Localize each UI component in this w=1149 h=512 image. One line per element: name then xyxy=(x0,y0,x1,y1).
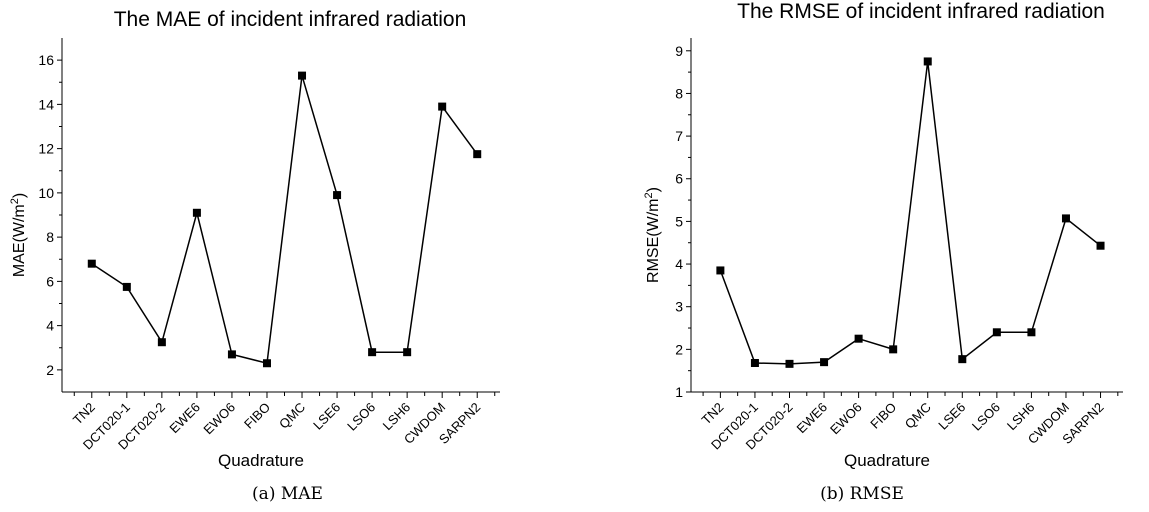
mae-data-point xyxy=(87,259,96,268)
rmse-data-point xyxy=(958,355,967,364)
mae-x-tick-label: EWE6 xyxy=(166,400,203,437)
rmse-y-axis-label-base: RMSE(W/m xyxy=(645,199,662,283)
rmse-x-axis-label: Quadrature xyxy=(844,451,930,470)
rmse-y-tick-label: 7 xyxy=(675,128,683,144)
mae-data-point xyxy=(298,71,307,80)
mae-data-point xyxy=(262,359,271,368)
rmse-x-tick-label: EWE6 xyxy=(794,400,831,437)
rmse-data-point xyxy=(923,57,932,66)
mae-y-tick-label: 4 xyxy=(46,318,54,334)
mae-data-point xyxy=(227,350,236,359)
mae-data-point xyxy=(122,282,131,291)
rmse-x-tick-label: LSO6 xyxy=(969,400,1003,434)
mae-y-tick-label: 14 xyxy=(38,96,54,112)
mae-data-point xyxy=(192,208,201,217)
mae-x-tick-label: QMC xyxy=(276,400,308,432)
rmse-data-point xyxy=(1096,241,1105,250)
rmse-y-tick-label: 4 xyxy=(675,256,683,272)
rmse-data-point xyxy=(1027,328,1036,337)
mae-chart: The MAE of incident infrared radiation 2 4… xyxy=(9,8,500,470)
rmse-y-axis-label-sup: 2 xyxy=(643,192,655,198)
rmse-y-tick-label: 3 xyxy=(675,299,683,315)
mae-chart-title: The MAE of incident infrared radiation xyxy=(114,8,467,31)
rmse-data-point xyxy=(750,358,759,367)
rmse-x-tick-label: TN2 xyxy=(699,400,727,428)
caption-rmse: (b) RMSE xyxy=(820,484,904,504)
mae-y-tick-label: 6 xyxy=(46,273,54,289)
rmse-series-line xyxy=(719,61,1101,365)
mae-series-line xyxy=(91,75,478,365)
mae-y-tick-label: 10 xyxy=(38,185,54,201)
mae-x-axis-label: Quadrature xyxy=(218,451,304,470)
rmse-x-tick-label: LSE6 xyxy=(935,400,968,433)
rmse-y-axis-label: RMSE(W/m2) xyxy=(643,187,662,283)
rmse-data-point xyxy=(992,328,1001,337)
mae-y-axis-label-base: MAE(W/m xyxy=(11,204,28,277)
rmse-y-tick-label: 2 xyxy=(675,341,683,357)
mae-y-tick-label: 16 xyxy=(38,52,54,68)
mae-data-point xyxy=(438,102,447,111)
rmse-data-point xyxy=(716,266,725,275)
rmse-y-tick-label: 9 xyxy=(675,43,683,59)
mae-x-tick-label: LSO6 xyxy=(344,400,378,434)
mae-y-tick-label: 2 xyxy=(46,362,54,378)
rmse-data-point xyxy=(785,359,794,368)
rmse-y-tick-label: 5 xyxy=(675,213,683,229)
mae-y-axis-label: MAE(W/m2) xyxy=(9,193,28,277)
rmse-y-tick-label: 6 xyxy=(675,171,683,187)
mae-y-tick-label: 8 xyxy=(46,229,54,245)
rmse-y-tick-label: 1 xyxy=(675,384,683,400)
rmse-data-point xyxy=(820,358,829,367)
rmse-x-tick-label: QMC xyxy=(902,400,934,432)
rmse-data-point xyxy=(889,345,898,354)
rmse-x-tick-label: EWO6 xyxy=(827,400,865,438)
rmse-chart: The RMSE of incident infrared radiation 1… xyxy=(643,0,1123,470)
rmse-x-tick-label: FIBO xyxy=(867,400,899,432)
mae-x-tick-label: LSE6 xyxy=(310,400,343,433)
mae-y-tick-label: 12 xyxy=(38,141,54,157)
mae-x-tick-label: EWO6 xyxy=(200,400,238,438)
rmse-chart-title: The RMSE of incident infrared radiation xyxy=(737,0,1105,23)
mae-x-tick-label: TN2 xyxy=(70,400,98,428)
rmse-y-tick-label: 8 xyxy=(675,85,683,101)
caption-mae: (a) MAE xyxy=(252,484,323,504)
mae-y-axis-label-tail: ) xyxy=(11,193,28,198)
mae-data-point xyxy=(333,191,342,200)
mae-data-point xyxy=(403,348,412,357)
mae-data-point xyxy=(157,338,166,347)
rmse-data-point xyxy=(854,334,863,343)
rmse-y-axis-label-tail: ) xyxy=(645,187,662,192)
mae-data-point xyxy=(368,348,377,357)
mae-y-axis-label-sup: 2 xyxy=(9,198,21,204)
mae-x-tick-label: FIBO xyxy=(241,400,273,432)
rmse-data-point xyxy=(1061,214,1070,223)
mae-data-point xyxy=(473,150,482,159)
